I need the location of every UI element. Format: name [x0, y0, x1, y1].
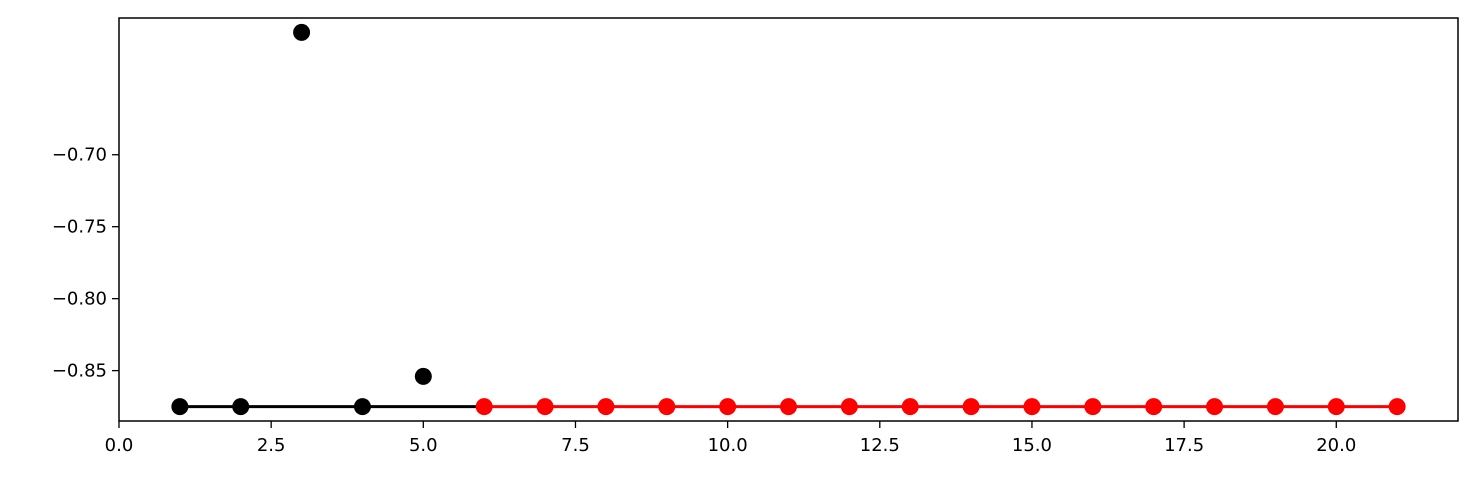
data-point: [232, 398, 250, 416]
x-tick-label: 12.5: [860, 435, 900, 456]
data-point: [1327, 398, 1345, 416]
y-tick-label: −0.80: [52, 289, 107, 310]
x-tick-label: 20.0: [1316, 435, 1356, 456]
x-tick-label: 0.0: [105, 435, 134, 456]
data-point: [171, 398, 189, 416]
y-tick-label: −0.85: [52, 361, 107, 382]
y-axis: −0.70 −0.75 −0.80 −0.85: [52, 145, 119, 382]
data-point: [293, 23, 311, 41]
x-tick-label: 7.5: [561, 435, 590, 456]
data-point: [536, 398, 554, 416]
data-point: [1084, 398, 1102, 416]
data-point: [962, 398, 980, 416]
x-axis: 0.0 2.5 5.0 7.5 10.0 12.5 15.0 17.5 20.0: [105, 421, 1356, 456]
x-tick-label: 17.5: [1164, 435, 1204, 456]
data-point: [414, 367, 432, 385]
data-point: [1388, 398, 1406, 416]
data-point: [901, 398, 919, 416]
data-point: [840, 398, 858, 416]
x-tick-label: 15.0: [1012, 435, 1052, 456]
plot-frame: [118, 17, 1459, 422]
x-tick-label: 10.0: [708, 435, 748, 456]
x-tick-label: 5.0: [409, 435, 438, 456]
data-point: [1023, 398, 1041, 416]
data-point: [658, 398, 676, 416]
data-point: [597, 398, 615, 416]
data-point: [353, 398, 371, 416]
y-tick-label: −0.70: [52, 145, 107, 166]
y-tick-label: −0.75: [52, 217, 107, 238]
data-point: [1266, 398, 1284, 416]
data-point: [719, 398, 737, 416]
series-points: [171, 23, 1406, 416]
data-point: [1145, 398, 1163, 416]
data-point: [475, 398, 493, 416]
data-point: [780, 398, 797, 416]
x-tick-label: 2.5: [257, 435, 286, 456]
data-point: [1206, 398, 1224, 416]
